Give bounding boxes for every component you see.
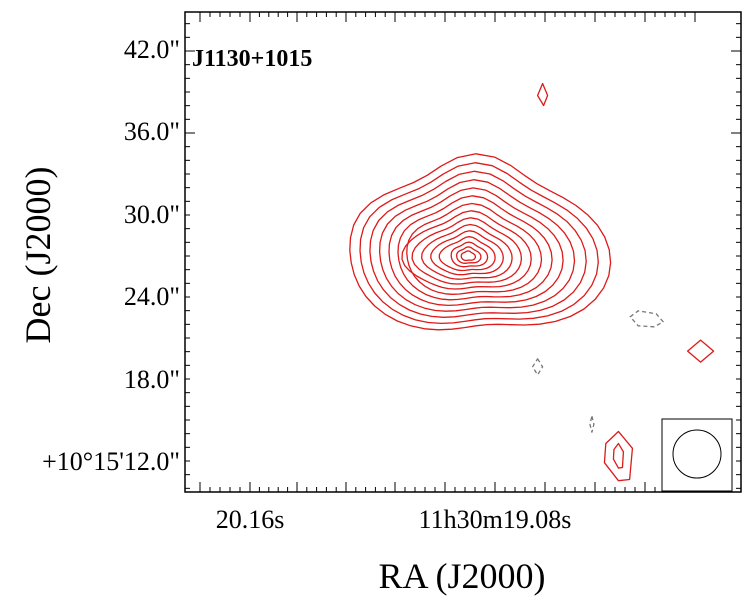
positive-feature-0 [536, 82, 549, 107]
y-tick-label-18: 18.0" [124, 365, 180, 394]
y-tick-label-12: +10°15'12.0" [42, 447, 180, 476]
y-axis-title: Dec (J2000) [18, 167, 58, 344]
contour-level-1 [349, 153, 612, 331]
negative-feature-4 [531, 358, 544, 376]
contour-level-12 [438, 236, 496, 272]
source-label: J1130+1015 [192, 46, 312, 72]
contour-group [349, 82, 715, 482]
contour-level-7 [406, 202, 543, 295]
x-axis-title: RA (J2000) [378, 556, 545, 596]
contour-level-6 [397, 195, 553, 301]
y-tick-label-36: 36.0" [124, 117, 180, 146]
beam-ellipse [672, 429, 722, 479]
contour-level-11 [430, 230, 504, 276]
beam-inset-box [661, 418, 733, 492]
contour-level-14 [456, 246, 482, 264]
contour-level-15 [460, 250, 477, 262]
contour-level-5 [388, 187, 564, 307]
y-tick-label-30: 30.0" [124, 200, 180, 229]
contour-level-8 [401, 210, 532, 290]
contour-level-13 [450, 241, 489, 268]
contour-level-2 [359, 162, 599, 325]
y-tick-label-24: 24.0" [124, 282, 180, 311]
positive-feature-1 [686, 339, 715, 363]
positive-feature-2-1 [612, 442, 625, 469]
x-tick-label-19-08s: 11h30m19.08s [419, 505, 572, 534]
contour-level-3 [369, 170, 587, 318]
axis-ticks [185, 12, 741, 492]
plot-frame [184, 11, 742, 493]
y-tick-label-42: 42.0" [124, 35, 180, 64]
negative-feature-5 [589, 415, 595, 433]
positive-feature-2-0 [603, 430, 634, 482]
negative-feature-3 [629, 310, 664, 328]
contour-level-4 [378, 179, 576, 312]
contour-level-10 [421, 223, 513, 280]
contour-level-9 [411, 217, 523, 285]
x-tick-label-20-16s: 20.16s [216, 505, 285, 534]
